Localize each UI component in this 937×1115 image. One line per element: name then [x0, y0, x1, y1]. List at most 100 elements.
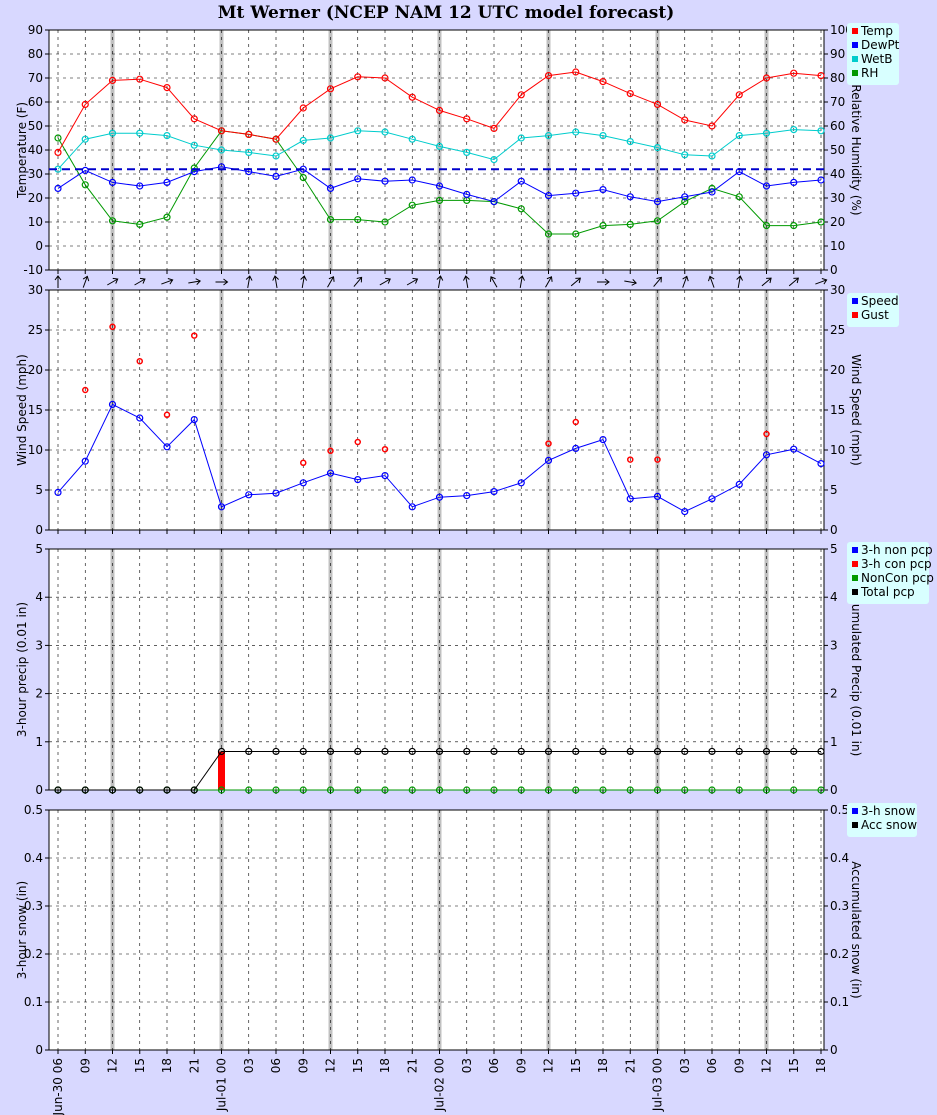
wind-arrow: [353, 277, 362, 287]
x-tick-label: 15: [569, 1058, 583, 1073]
wind-arrow: [107, 278, 118, 286]
wind-arrow-head: [656, 276, 662, 283]
wind-arrow-head: [708, 275, 715, 282]
dewpt-series-point: [599, 186, 607, 194]
wind-arrow: [788, 277, 799, 287]
wetb-series-point: [544, 132, 553, 140]
wind-arrow-head: [356, 276, 363, 283]
dewpt-series-point: [572, 189, 580, 197]
dewpt-series-point: [408, 176, 416, 184]
noncon-pcp-series-point: [517, 786, 525, 794]
temp-series-point: [735, 91, 743, 99]
speed-series-point: [681, 508, 689, 516]
wind-arrow-head: [223, 278, 229, 286]
legend-entry: Temp: [860, 24, 893, 38]
y2-tick-label: 0.3: [830, 899, 849, 913]
x-tick-label: 15: [351, 1058, 365, 1073]
speed-series-point: [735, 480, 743, 488]
dewpt-series-point: [54, 184, 62, 192]
wetb-series-point: [653, 144, 662, 152]
dewpt-series-point: [517, 177, 525, 185]
total-pcp-series-point: [762, 747, 771, 756]
speed-series-point: [54, 488, 62, 496]
wetb-series-point: [326, 134, 335, 142]
y2-tick-label: 15: [830, 403, 845, 417]
wind-arrow-head: [766, 277, 772, 284]
noncon-pcp-series-point: [490, 786, 498, 794]
speed-series-point: [190, 416, 198, 424]
rh-series-point: [735, 193, 743, 201]
y-tick-label: 0.5: [24, 803, 43, 817]
legend-box: [847, 23, 899, 85]
speed-series-point: [408, 503, 416, 511]
wind-arrow: [379, 278, 391, 286]
rh-series-point: [653, 217, 662, 225]
speed-series-point: [599, 436, 607, 444]
noncon-pcp-series-point: [544, 786, 553, 794]
rh-series-point: [190, 164, 198, 172]
y2-tick-label: 0: [830, 1043, 838, 1057]
total-pcp-series-point: [681, 747, 689, 756]
speed-series-point: [381, 472, 389, 480]
temp-series-point: [408, 93, 416, 101]
plot-area: [49, 810, 824, 1050]
wind-arrow-head: [139, 277, 146, 284]
wind-arrow-head: [412, 277, 419, 284]
wind-arrow-head: [328, 276, 335, 282]
total-pcp-series-line: [58, 750, 821, 791]
total-pcp-series-point: [435, 747, 444, 756]
total-pcp-series-point: [108, 786, 117, 794]
total-pcp-series-point: [408, 747, 416, 756]
y2-axis-label: Relative Humidity (%): [849, 84, 863, 215]
y2-tick-label: 0: [830, 263, 838, 277]
x-tick-label: 09: [296, 1058, 310, 1073]
x-tick-label: 12: [106, 1058, 120, 1073]
y2-tick-label: 10: [830, 239, 845, 253]
y-tick-label: 0.1: [24, 995, 43, 1009]
x-tick-label: 15: [787, 1058, 801, 1073]
rh-series-point: [790, 222, 798, 230]
temp-series-point: [299, 104, 307, 112]
noncon-pcp-series-point: [626, 786, 634, 794]
total-pcp-series-point: [81, 786, 89, 794]
rh-series-line: [57, 130, 822, 235]
gust-series-point: [654, 456, 661, 463]
dewpt-series-point: [653, 198, 662, 206]
y2-tick-label: 40: [830, 167, 845, 181]
rh-series-point: [544, 230, 553, 238]
rh-series-point: [817, 218, 825, 226]
temp-series-point: [354, 73, 362, 81]
x-tick-label: 03: [460, 1058, 474, 1073]
noncon-pcp-series-point: [354, 786, 362, 794]
wetb-series-point: [681, 151, 689, 159]
rh-series-point: [626, 220, 634, 228]
speed-series-point: [762, 451, 771, 459]
speed-series-point: [626, 495, 634, 503]
wetb-series-point: [599, 132, 607, 140]
y2-tick-label: 80: [830, 71, 845, 85]
temp-series-point: [817, 71, 825, 80]
temp-series-point: [81, 100, 89, 109]
temp-series-line: [57, 71, 822, 153]
wind-arrow: [327, 276, 334, 288]
y-tick-label: 40: [28, 143, 43, 157]
legend-swatch: [852, 28, 858, 34]
rh-series-point: [681, 198, 689, 206]
total-pcp-series-point: [54, 786, 62, 794]
gust-series-point: [627, 456, 634, 463]
legend-swatch: [852, 312, 858, 318]
speed-series-point: [354, 476, 362, 484]
y-tick-label: 70: [28, 71, 43, 85]
y-tick-label: 5: [35, 483, 43, 497]
legend-swatch: [852, 56, 858, 62]
legend-swatch: [852, 575, 858, 581]
noncon-pcp-series-point: [326, 786, 335, 794]
y2-tick-label: 0: [830, 783, 838, 797]
y-axis-label: 3-hour precip (0.01 in): [15, 602, 29, 737]
legend-entry: DewPt: [861, 38, 900, 52]
y-tick-label: 90: [28, 23, 43, 37]
y-tick-label: 0: [35, 239, 43, 253]
wetb-series-point: [626, 138, 634, 146]
